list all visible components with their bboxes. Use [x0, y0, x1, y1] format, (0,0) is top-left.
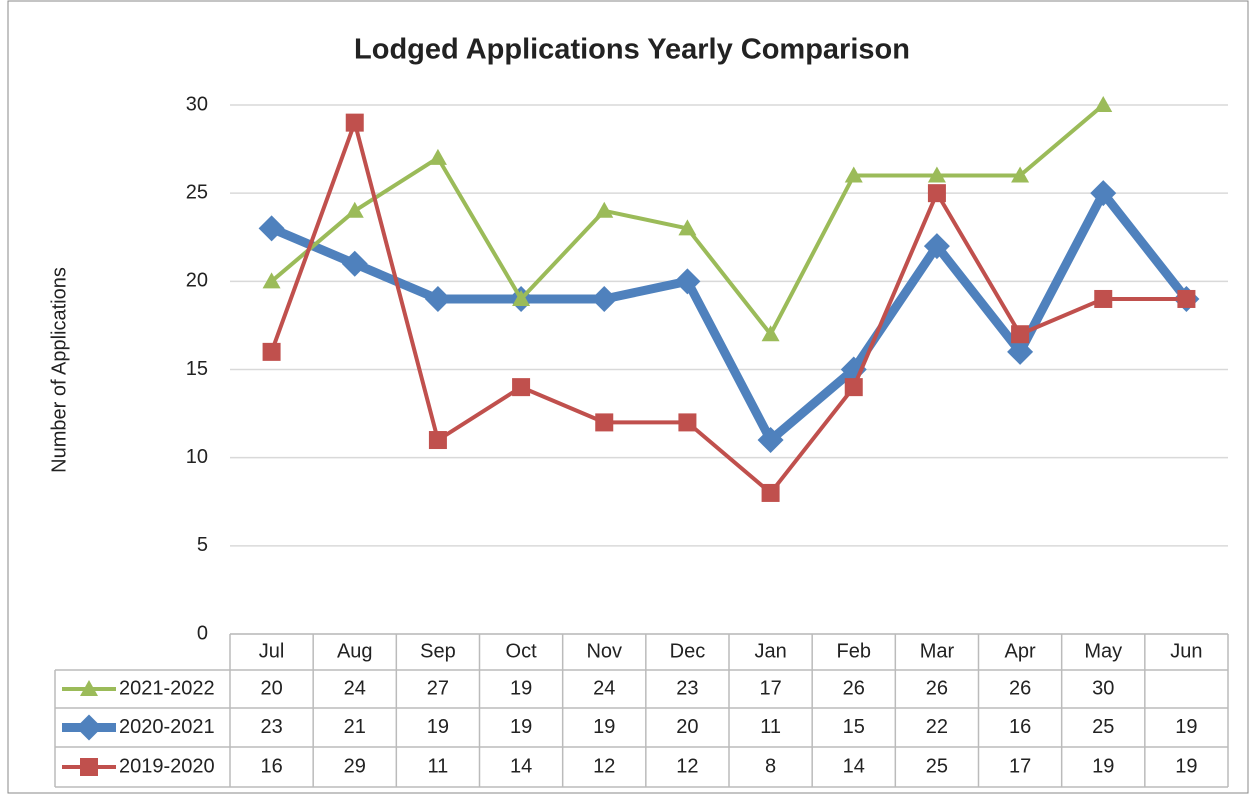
table-cell: 19 [1092, 755, 1114, 777]
marker [262, 272, 281, 289]
marker [844, 378, 863, 397]
chart-border [7, 0, 1249, 794]
table-cell: 24 [344, 677, 366, 699]
marker [595, 413, 614, 432]
legend-label: 2020-2021 [119, 716, 215, 738]
table-cell: 14 [510, 755, 532, 777]
table-cell: 16 [260, 755, 282, 777]
table-cell: 17 [759, 677, 781, 699]
x-tick-label: Jan [754, 640, 786, 662]
marker [844, 166, 863, 183]
marker [761, 325, 780, 342]
x-tick-label: Aug [337, 640, 373, 662]
table-cell: 29 [344, 755, 366, 777]
marker [428, 431, 447, 450]
x-tick-label: Dec [670, 640, 706, 662]
x-tick-label: Sep [420, 640, 456, 662]
y-tick-label: 10 [186, 446, 208, 468]
marker [678, 219, 697, 236]
x-tick-label: Mar [920, 640, 955, 662]
table-cell: 19 [510, 716, 532, 738]
marker [1011, 166, 1030, 183]
chart-title: Lodged Applications Yearly Comparison [354, 34, 910, 66]
marker [923, 233, 950, 260]
y-axis-label: Number of Applications [48, 267, 70, 473]
series-line [269, 188, 1190, 445]
table-cell: 16 [1009, 716, 1031, 738]
y-tick-label: 25 [186, 181, 208, 203]
table-cell: 19 [1175, 716, 1197, 738]
y-tick-label: 5 [197, 534, 208, 556]
marker [258, 215, 285, 242]
marker [512, 289, 531, 306]
marker [1094, 96, 1113, 112]
x-tick-label: Oct [506, 640, 538, 662]
marker [595, 201, 614, 218]
table-cell: 22 [926, 716, 948, 738]
marker [678, 413, 697, 432]
table-cell: 26 [1009, 677, 1031, 699]
table-cell: 24 [593, 677, 615, 699]
marker [757, 427, 784, 454]
x-tick-label: Jul [259, 640, 285, 662]
legend-label: 2019-2020 [119, 755, 215, 777]
marker [927, 184, 946, 203]
table-cell: 23 [260, 716, 282, 738]
marker [76, 714, 102, 741]
table-cell: 25 [1092, 716, 1114, 738]
x-tick-label: Nov [586, 640, 622, 662]
table-cell: 19 [510, 677, 532, 699]
table-cell: 20 [260, 677, 282, 699]
table-cell: 8 [765, 755, 776, 777]
table-cell: 30 [1092, 677, 1114, 699]
x-tick-label: May [1084, 640, 1122, 662]
marker [341, 250, 368, 277]
table-cell: 11 [428, 755, 449, 777]
table-cell: 27 [427, 677, 449, 699]
marker [345, 201, 364, 218]
x-tick-label: Feb [837, 640, 871, 662]
marker [80, 758, 98, 776]
marker [1007, 338, 1034, 365]
marker [262, 342, 281, 361]
marker [1094, 289, 1113, 308]
table-cell: 26 [926, 677, 948, 699]
marker [1011, 325, 1030, 344]
table-cell: 20 [676, 716, 698, 738]
y-tick-label: 30 [186, 93, 208, 115]
table-cell: 12 [676, 755, 698, 777]
marker [428, 148, 447, 165]
table-cell: 23 [676, 677, 698, 699]
table-cell: 12 [593, 755, 615, 777]
legend-label: 2021-2022 [119, 677, 215, 699]
marker [80, 680, 98, 696]
table-cell: 11 [760, 716, 781, 738]
marker [591, 285, 618, 312]
y-tick-label: 20 [186, 270, 208, 292]
x-tick-label: Apr [1005, 640, 1036, 662]
x-tick-label: Jun [1170, 640, 1202, 662]
marker [424, 285, 451, 312]
marker [761, 483, 780, 502]
table-cell: 21 [344, 716, 366, 738]
y-tick-label: 0 [197, 622, 208, 644]
table-cell: 26 [843, 677, 865, 699]
marker [512, 378, 531, 397]
marker [674, 268, 701, 295]
y-tick-label: 15 [186, 358, 208, 380]
table-cell: 14 [843, 755, 865, 777]
series-line [269, 120, 1187, 495]
table-cell: 19 [1175, 755, 1197, 777]
table-cell: 25 [926, 755, 948, 777]
table-cell: 17 [1009, 755, 1031, 777]
marker [1090, 180, 1117, 207]
table-cell: 19 [593, 716, 615, 738]
marker [345, 113, 364, 132]
table-cell: 19 [427, 716, 449, 738]
table-cell: 15 [843, 716, 865, 738]
marker [1177, 289, 1196, 308]
marker [927, 166, 946, 183]
